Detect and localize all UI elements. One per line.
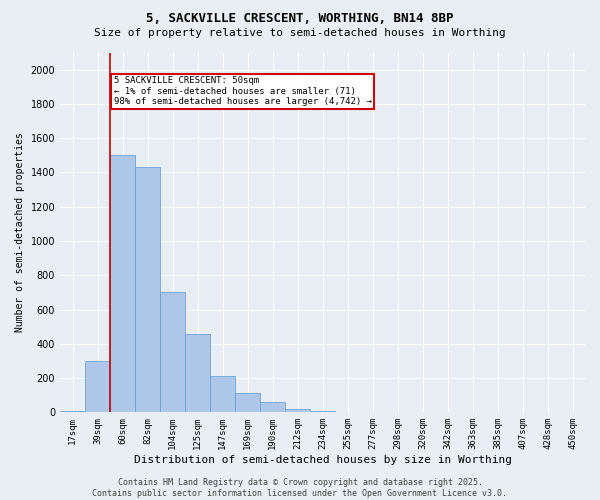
Bar: [85, 361, 110, 412]
Bar: [235, 394, 260, 412]
Bar: [60, 410, 85, 412]
Text: Contains HM Land Registry data © Crown copyright and database right 2025.
Contai: Contains HM Land Registry data © Crown c…: [92, 478, 508, 498]
X-axis label: Distribution of semi-detached houses by size in Worthing: Distribution of semi-detached houses by …: [134, 455, 512, 465]
Bar: [160, 292, 185, 412]
Text: Size of property relative to semi-detached houses in Worthing: Size of property relative to semi-detach…: [94, 28, 506, 38]
Bar: [285, 409, 310, 412]
Bar: [135, 168, 160, 412]
Bar: [260, 402, 285, 412]
Bar: [185, 334, 210, 412]
Bar: [110, 156, 135, 412]
Text: 5 SACKVILLE CRESCENT: 50sqm
← 1% of semi-detached houses are smaller (71)
98% of: 5 SACKVILLE CRESCENT: 50sqm ← 1% of semi…: [114, 76, 372, 106]
Bar: [210, 376, 235, 412]
Y-axis label: Number of semi-detached properties: Number of semi-detached properties: [15, 132, 25, 332]
Text: 5, SACKVILLE CRESCENT, WORTHING, BN14 8BP: 5, SACKVILLE CRESCENT, WORTHING, BN14 8B…: [146, 12, 454, 26]
